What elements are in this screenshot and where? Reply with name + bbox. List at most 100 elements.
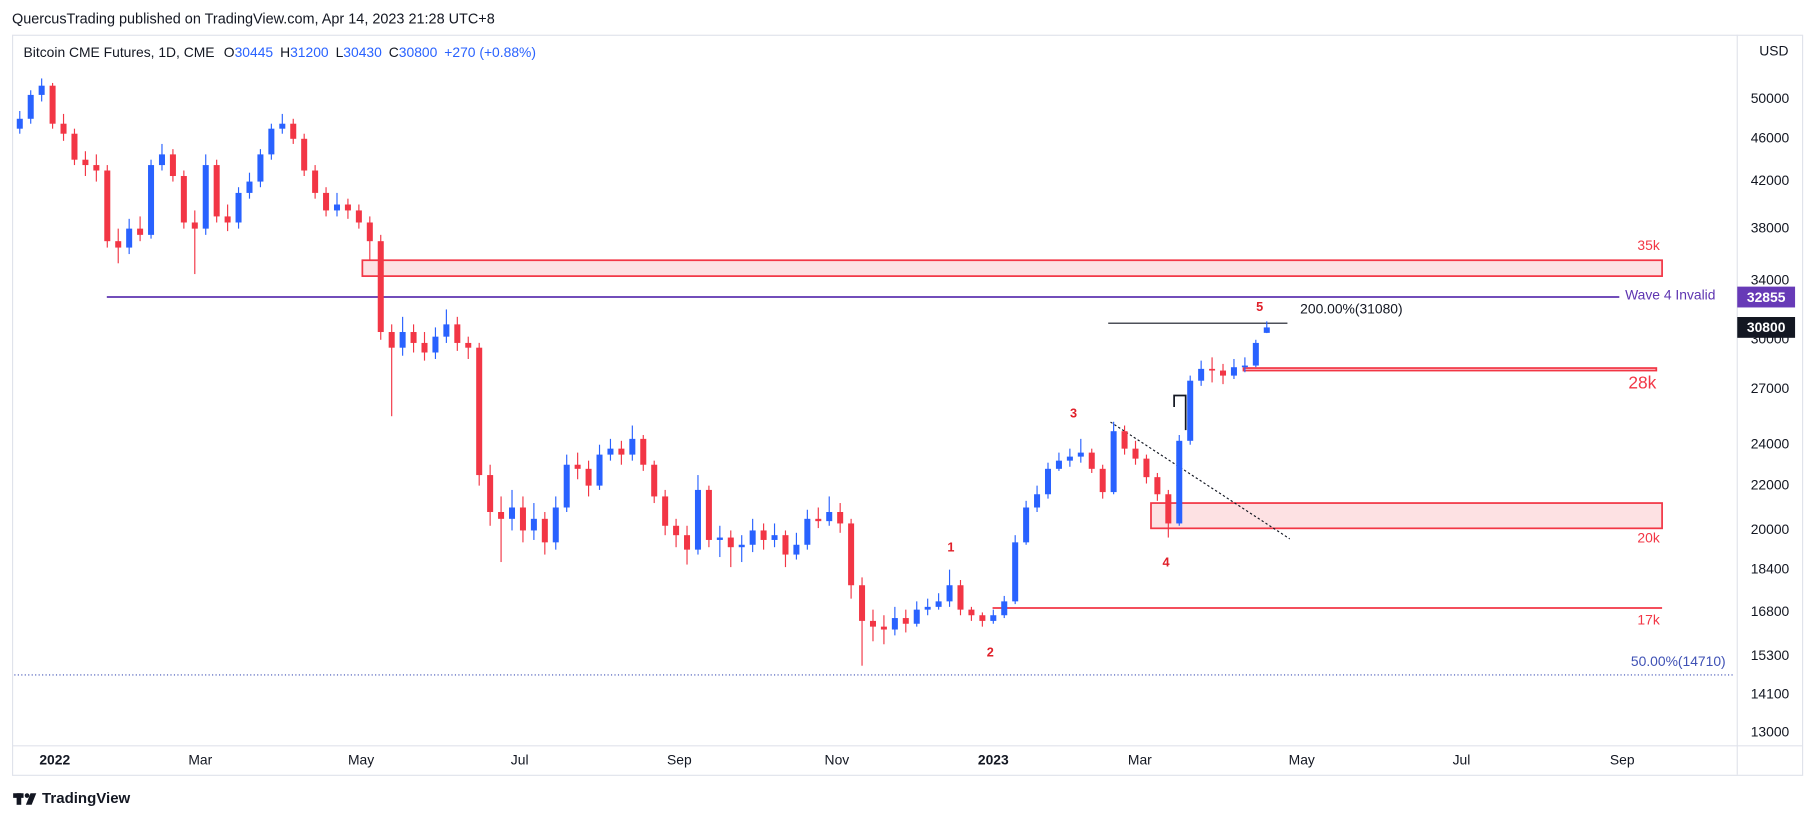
candle-body (1044, 468, 1052, 495)
frame (11, 34, 1804, 776)
y-tick-label: 24000 (1751, 435, 1790, 451)
zone-label: 35k (1637, 237, 1659, 253)
candle-body (957, 585, 964, 610)
candle-body (859, 585, 866, 621)
price-tag-label: 32855 (1747, 289, 1786, 305)
candle-body (738, 544, 745, 548)
candle-body (1241, 365, 1248, 368)
wave-label: 2 (987, 645, 994, 660)
candle-body (509, 507, 516, 519)
last-price-tag (1737, 317, 1796, 338)
candle-body (290, 123, 297, 139)
candle-body (443, 324, 450, 337)
candle-body (990, 615, 997, 621)
wave-label: 1 (947, 539, 954, 554)
x-tick-label: 2023 (978, 752, 1009, 768)
candle-body (257, 154, 264, 182)
y-tick-label: 50000 (1751, 90, 1790, 106)
legend-key: H (280, 44, 290, 60)
candle-body (388, 332, 395, 348)
candle-body (312, 170, 319, 193)
candle-body (563, 464, 570, 508)
candle-body (607, 448, 614, 455)
candle-body (968, 609, 975, 616)
candle-body (38, 85, 45, 95)
y-tick-label: 34000 (1751, 272, 1790, 288)
candle-body (574, 464, 581, 469)
legend-key: C (389, 44, 399, 60)
candle-body (498, 512, 505, 519)
candle-body (979, 615, 986, 621)
candle-body (104, 170, 111, 242)
candle-body (454, 324, 461, 343)
candle-body (1165, 494, 1172, 524)
candle-body (1230, 367, 1237, 376)
x-tick-label: Sep (667, 752, 692, 768)
candle-body (432, 336, 439, 353)
candle-body (629, 438, 636, 455)
candle-body (148, 165, 155, 235)
level-label: 50.00%(14710) (1631, 653, 1726, 669)
x-tick-label: Jul (1453, 752, 1471, 768)
candle-body (191, 222, 198, 229)
candle-body (618, 448, 625, 455)
candle-body (465, 342, 472, 348)
candle-body (224, 216, 231, 223)
logo (13, 793, 37, 805)
candle-body (301, 138, 308, 171)
wave-label: 5 (1256, 299, 1263, 314)
candle-body (793, 544, 800, 555)
candle-body (771, 535, 778, 540)
candle-body (1110, 431, 1117, 493)
candle-body (749, 530, 756, 545)
candle-body (1198, 368, 1205, 381)
candle-body (1088, 452, 1095, 469)
candle-body (377, 241, 384, 333)
candle-body (804, 518, 811, 545)
candle-body (1209, 368, 1216, 371)
candle-body (421, 342, 428, 353)
legend-title: Bitcoin CME Futures, 1D, CME (24, 44, 215, 60)
candle-body (585, 468, 592, 486)
legend: Bitcoin CME Futures, 1D, CME O30445 H31200… (24, 44, 536, 60)
candle-body (684, 535, 691, 550)
candle-body (476, 347, 483, 476)
candle-body (49, 85, 56, 124)
candle-body (279, 123, 286, 129)
legend-value: 30445 (235, 44, 274, 60)
candle-body (924, 606, 931, 610)
y-tick-label: 42000 (1751, 172, 1790, 188)
legend-value: 31200 (290, 44, 329, 60)
wave-label: 3 (1070, 405, 1077, 420)
candle-body (946, 585, 953, 602)
trend-line (1110, 421, 1291, 540)
candle-body (137, 228, 144, 235)
candle-body (530, 518, 537, 531)
candle-body (662, 496, 669, 526)
candle-body (180, 176, 187, 223)
candle-body (760, 530, 767, 540)
candle-body (1132, 448, 1139, 459)
legend-key: L (336, 44, 344, 60)
y-tick-label: 18400 (1751, 560, 1790, 576)
candle-body (1066, 456, 1073, 461)
candle-body (1220, 370, 1227, 376)
candle-body (16, 118, 23, 129)
x-tick-label: Sep (1610, 752, 1635, 768)
candle-body (541, 518, 548, 543)
y-tick-label: 15300 (1751, 647, 1790, 663)
candle-body (169, 154, 176, 177)
candle-body (1176, 440, 1183, 524)
candle-body (1055, 460, 1062, 469)
candle-body (891, 618, 898, 630)
candle-body (487, 475, 494, 513)
y-tick-label: 13000 (1751, 724, 1790, 740)
currency: USD (1759, 43, 1788, 59)
candle-body (246, 181, 253, 193)
candle-body (410, 332, 417, 343)
candle-body (399, 332, 406, 348)
candle-body (880, 626, 887, 630)
y-tick-label: 16800 (1751, 603, 1790, 619)
candle-body (651, 464, 658, 497)
